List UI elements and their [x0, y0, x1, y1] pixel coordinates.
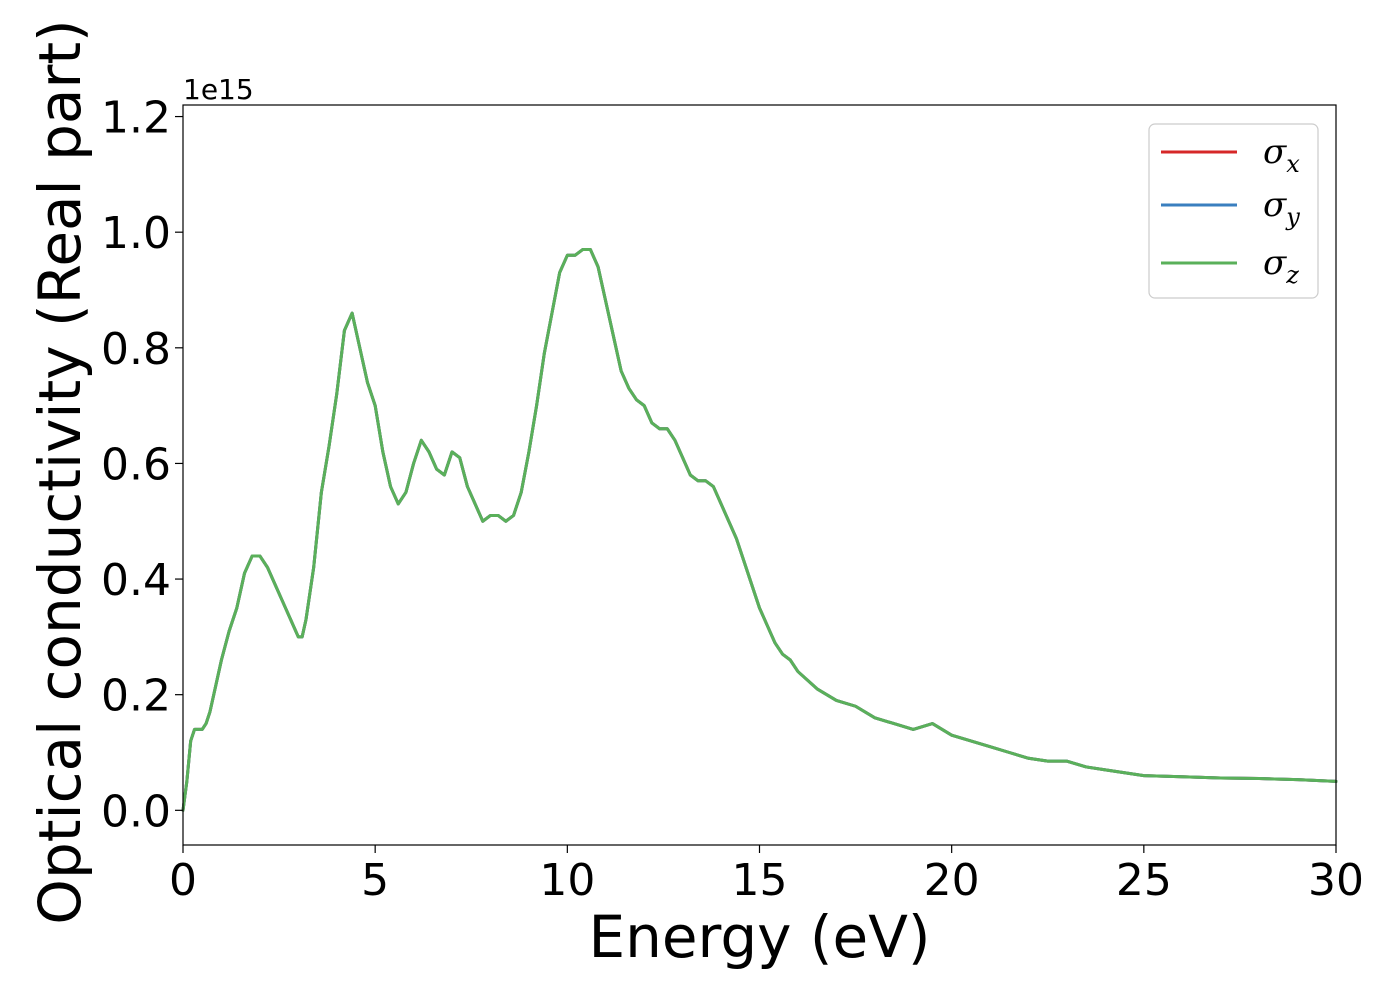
y-tick-label: 0.2: [101, 671, 171, 722]
legend-label-sigma_x: σx: [1263, 132, 1300, 178]
x-tick-label: 10: [539, 855, 595, 906]
legend-symbol: σ: [1263, 185, 1287, 225]
x-tick-label: 15: [732, 855, 788, 906]
y-axis: 0.0 0.2 0.4 0.6 0.8 1.0 1.2: [101, 93, 183, 837]
x-tick-label: 25: [1116, 855, 1172, 906]
legend-subscript: z: [1285, 261, 1299, 289]
x-tick-label: 30: [1308, 855, 1364, 906]
y-tick-label: 0.6: [101, 439, 171, 490]
x-tick-label: 20: [924, 855, 980, 906]
legend-subscript: y: [1285, 203, 1300, 231]
y-tick-label: 1.0: [101, 208, 171, 259]
series-line-sigma_z: [181, 248, 1338, 812]
x-tick-label: 0: [169, 855, 197, 906]
y-tick-label: 0.4: [101, 555, 171, 606]
x-tick-label: 5: [361, 855, 389, 906]
legend-label-sigma_y: σy: [1263, 185, 1300, 231]
y-axis-label: Optical conductivity (Real part): [26, 19, 94, 924]
series-layer: [181, 248, 1338, 812]
x-axis: 0 5 10 15 20 25 30: [169, 845, 1364, 906]
y-offset-text: 1e15: [183, 73, 254, 106]
legend-symbol: σ: [1263, 243, 1287, 283]
y-tick-label: 0.8: [101, 324, 171, 375]
y-tick-label: 1.2: [101, 93, 171, 144]
legend-subscript: x: [1286, 150, 1300, 178]
legend-box: [1148, 123, 1319, 299]
x-axis-label: Energy (eV): [588, 903, 930, 971]
legend-label-sigma_z: σz: [1263, 243, 1299, 289]
legend-symbol: σ: [1263, 132, 1287, 172]
y-tick-label: 0.0: [101, 786, 171, 837]
